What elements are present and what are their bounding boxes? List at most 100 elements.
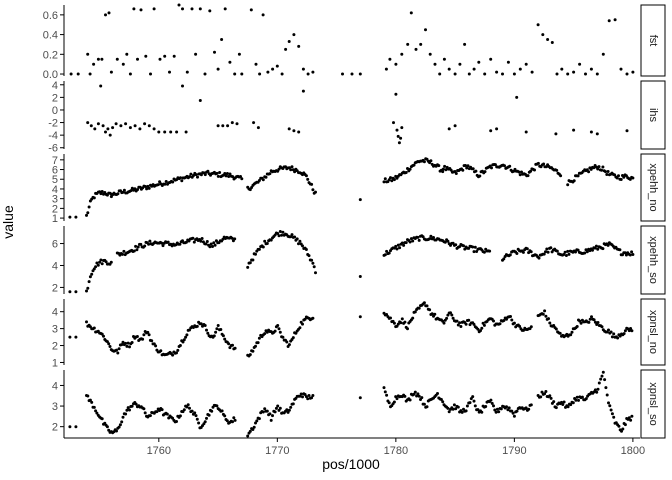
data-point bbox=[596, 247, 600, 251]
data-point bbox=[149, 72, 152, 76]
data-point bbox=[400, 317, 404, 321]
y-tick-label-ihs: -4 bbox=[48, 130, 58, 142]
data-point bbox=[543, 392, 547, 396]
data-point bbox=[85, 213, 88, 217]
data-point bbox=[397, 141, 401, 145]
data-point bbox=[143, 244, 147, 248]
data-point bbox=[458, 321, 462, 325]
data-point bbox=[92, 405, 96, 409]
x-tick-label: 1780 bbox=[384, 445, 408, 457]
data-point bbox=[265, 409, 269, 413]
data-point bbox=[466, 164, 470, 168]
data-point bbox=[130, 404, 134, 408]
data-point bbox=[87, 205, 91, 209]
data-point bbox=[128, 72, 132, 76]
data-point bbox=[233, 72, 237, 76]
data-point bbox=[136, 245, 140, 249]
data-point bbox=[116, 192, 120, 196]
y-tick-label-xpnsl_so: 2 bbox=[52, 422, 58, 434]
strip-label-ihs: ihs bbox=[647, 108, 659, 123]
data-point bbox=[520, 170, 523, 174]
data-point bbox=[515, 409, 519, 413]
data-point bbox=[572, 128, 576, 132]
data-point bbox=[460, 410, 464, 414]
data-point bbox=[182, 338, 186, 342]
data-point bbox=[429, 234, 433, 238]
data-point bbox=[227, 342, 231, 346]
data-point bbox=[594, 244, 598, 248]
data-point bbox=[233, 418, 237, 422]
data-point bbox=[298, 394, 302, 398]
data-point bbox=[191, 236, 195, 240]
data-point bbox=[566, 405, 570, 409]
strip-label-fst: fst bbox=[647, 35, 659, 47]
data-point bbox=[456, 405, 460, 409]
data-point bbox=[518, 67, 522, 71]
data-point bbox=[292, 33, 296, 37]
data-point bbox=[88, 275, 92, 279]
y-tick-label-xpnsl_so: 3 bbox=[52, 401, 58, 413]
points-fst bbox=[69, 3, 635, 76]
data-point bbox=[445, 316, 449, 320]
x-axis-title: pos/1000 bbox=[322, 456, 380, 472]
data-point bbox=[152, 127, 156, 131]
data-point bbox=[297, 242, 300, 246]
data-point bbox=[617, 424, 621, 428]
data-point bbox=[627, 416, 631, 420]
data-point bbox=[104, 13, 107, 17]
data-point bbox=[421, 235, 425, 239]
data-point bbox=[271, 414, 274, 418]
data-point bbox=[511, 411, 515, 415]
data-point bbox=[505, 317, 508, 321]
data-point bbox=[579, 321, 583, 325]
data-point bbox=[597, 165, 601, 169]
data-point bbox=[88, 398, 92, 402]
data-point bbox=[276, 232, 280, 235]
panel-xpehh_so: 2 4 6 xpehh_so bbox=[52, 225, 666, 295]
strip-label-xpehh_so: xpehh_so bbox=[647, 236, 659, 284]
data-point bbox=[271, 67, 275, 71]
data-point bbox=[249, 8, 253, 12]
data-point bbox=[301, 395, 304, 399]
data-point bbox=[561, 403, 565, 406]
data-point bbox=[508, 164, 512, 168]
data-point bbox=[552, 400, 556, 404]
data-point bbox=[287, 127, 291, 131]
data-point bbox=[567, 252, 571, 256]
data-point bbox=[223, 337, 227, 341]
data-point bbox=[209, 242, 213, 246]
data-point bbox=[613, 18, 617, 22]
data-point bbox=[287, 408, 291, 412]
data-point bbox=[96, 122, 100, 126]
data-point bbox=[502, 257, 506, 261]
data-point bbox=[216, 174, 220, 178]
data-point bbox=[493, 163, 497, 167]
data-point bbox=[203, 324, 207, 327]
data-point bbox=[409, 237, 413, 241]
data-point bbox=[392, 400, 396, 404]
data-point bbox=[433, 312, 437, 316]
data-point bbox=[99, 258, 103, 262]
data-point bbox=[572, 179, 576, 183]
data-point bbox=[623, 251, 627, 255]
data-point bbox=[595, 390, 599, 394]
data-point bbox=[227, 175, 231, 178]
data-point bbox=[495, 407, 499, 411]
data-point bbox=[392, 178, 396, 182]
data-point bbox=[512, 321, 516, 325]
data-point bbox=[257, 179, 261, 182]
data-point bbox=[476, 408, 480, 412]
data-point bbox=[95, 261, 99, 265]
data-point bbox=[111, 126, 115, 130]
data-point bbox=[205, 328, 208, 332]
data-point bbox=[100, 332, 104, 336]
data-point bbox=[87, 280, 91, 284]
data-point bbox=[494, 410, 498, 414]
data-point bbox=[414, 47, 418, 51]
data-point bbox=[139, 242, 143, 246]
data-point bbox=[571, 401, 575, 405]
data-point bbox=[163, 182, 167, 186]
data-point bbox=[76, 72, 80, 76]
data-point bbox=[472, 399, 476, 403]
data-point bbox=[69, 72, 73, 76]
